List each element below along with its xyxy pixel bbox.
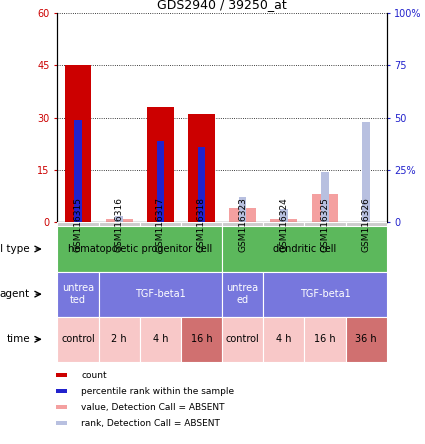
Text: GSM116317: GSM116317 bbox=[156, 197, 165, 252]
Text: control: control bbox=[61, 334, 95, 344]
Bar bbox=[181, 222, 222, 226]
Text: time: time bbox=[6, 334, 30, 344]
Bar bbox=[304, 317, 346, 362]
Bar bbox=[57, 226, 222, 272]
Title: GDS2940 / 39250_at: GDS2940 / 39250_at bbox=[157, 0, 287, 11]
Bar bbox=[222, 222, 263, 226]
Bar bbox=[99, 272, 222, 317]
Text: untrea
ted: untrea ted bbox=[62, 283, 94, 305]
Text: untrea
ed: untrea ed bbox=[227, 283, 259, 305]
Bar bbox=[57, 389, 68, 393]
Bar bbox=[222, 272, 263, 317]
Bar bbox=[304, 222, 346, 226]
Text: dendritic cell: dendritic cell bbox=[273, 244, 336, 254]
Text: value, Detection Call = ABSENT: value, Detection Call = ABSENT bbox=[82, 403, 225, 412]
Bar bbox=[312, 194, 338, 222]
Bar bbox=[188, 114, 215, 222]
Bar bbox=[74, 120, 82, 222]
Bar bbox=[57, 222, 99, 226]
Text: 2 h: 2 h bbox=[111, 334, 127, 344]
Bar bbox=[229, 208, 256, 222]
Text: GSM116323: GSM116323 bbox=[238, 197, 247, 252]
Text: GSM116318: GSM116318 bbox=[197, 197, 206, 252]
Bar bbox=[116, 216, 123, 222]
Bar bbox=[280, 210, 288, 222]
Text: TGF-beta1: TGF-beta1 bbox=[135, 289, 186, 299]
Bar bbox=[181, 317, 222, 362]
Bar bbox=[222, 226, 387, 272]
Text: GSM116325: GSM116325 bbox=[320, 197, 329, 252]
Bar bbox=[57, 272, 99, 317]
Bar bbox=[263, 317, 304, 362]
Bar bbox=[99, 317, 140, 362]
Bar bbox=[270, 218, 297, 222]
Bar bbox=[346, 222, 387, 226]
Text: cell type: cell type bbox=[0, 244, 30, 254]
Text: TGF-beta1: TGF-beta1 bbox=[300, 289, 350, 299]
Bar bbox=[57, 317, 99, 362]
Bar bbox=[363, 122, 370, 222]
Text: count: count bbox=[82, 371, 107, 380]
Text: 36 h: 36 h bbox=[355, 334, 377, 344]
Bar bbox=[140, 222, 181, 226]
Text: 16 h: 16 h bbox=[191, 334, 212, 344]
Bar bbox=[156, 141, 164, 222]
Text: percentile rank within the sample: percentile rank within the sample bbox=[82, 387, 235, 396]
Bar bbox=[263, 272, 387, 317]
Bar bbox=[222, 317, 263, 362]
Text: 16 h: 16 h bbox=[314, 334, 336, 344]
Bar bbox=[57, 421, 68, 425]
Bar bbox=[140, 317, 181, 362]
Text: agent: agent bbox=[0, 289, 30, 299]
Text: GSM116315: GSM116315 bbox=[74, 197, 82, 252]
Text: GSM116316: GSM116316 bbox=[115, 197, 124, 252]
Text: 4 h: 4 h bbox=[153, 334, 168, 344]
Bar bbox=[198, 147, 205, 222]
Bar bbox=[346, 317, 387, 362]
Bar bbox=[321, 172, 329, 222]
Text: 4 h: 4 h bbox=[276, 334, 292, 344]
Text: hematopoietic progenitor cell: hematopoietic progenitor cell bbox=[68, 244, 212, 254]
Bar bbox=[263, 222, 304, 226]
Bar bbox=[99, 222, 140, 226]
Bar bbox=[106, 218, 133, 222]
Bar bbox=[239, 197, 246, 222]
Bar bbox=[57, 373, 68, 377]
Text: control: control bbox=[226, 334, 260, 344]
Bar bbox=[147, 107, 174, 222]
Bar bbox=[65, 66, 91, 222]
Text: GSM116324: GSM116324 bbox=[279, 197, 288, 252]
Bar bbox=[57, 405, 68, 409]
Text: rank, Detection Call = ABSENT: rank, Detection Call = ABSENT bbox=[82, 419, 220, 428]
Text: GSM116326: GSM116326 bbox=[362, 197, 371, 252]
